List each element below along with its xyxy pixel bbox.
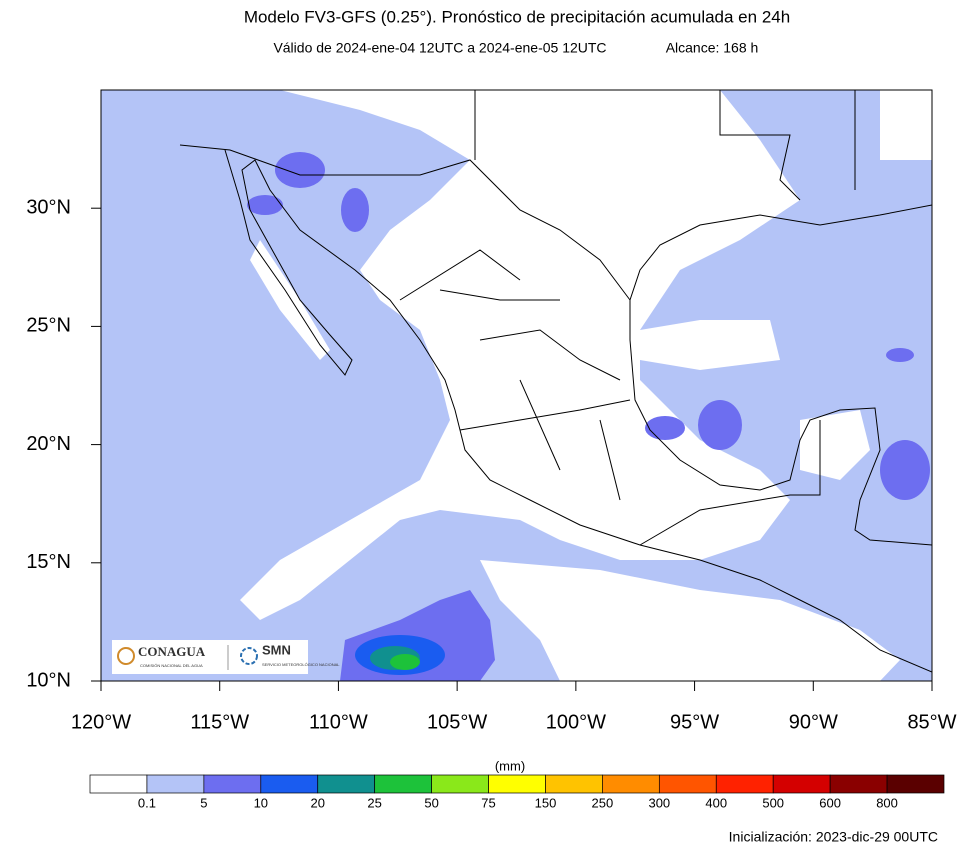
dry-gulf: [640, 320, 780, 370]
x-tick-label: 100°W: [546, 711, 606, 733]
dry-yucatan: [800, 410, 870, 480]
colorbar-box: [602, 774, 660, 794]
y-tick-label: 20°N: [26, 433, 71, 455]
colorbar-box: [658, 774, 717, 794]
colorbar-label: 500: [762, 795, 784, 810]
x-tick-label: 120°W: [71, 711, 131, 733]
colorbar-box: [260, 774, 319, 794]
precip-patch: [390, 654, 420, 670]
colorbar-box: [488, 774, 546, 794]
colorbar-label: 400: [705, 795, 727, 810]
precip-patch: [275, 152, 325, 188]
y-tick-label: 15°N: [26, 551, 71, 573]
map-field: [101, 90, 932, 681]
border: [474, 90, 856, 546]
title: Modelo FV3-GFS (0.25°). Pronóstico de pr…: [244, 7, 790, 26]
precip-patch: [886, 348, 914, 362]
subtitle-lead: Alcance: 168 h: [666, 40, 759, 56]
map-frame: [100, 89, 933, 682]
colorbar-box: [829, 774, 888, 794]
precip-patch: [880, 440, 930, 500]
dry-us: [880, 90, 932, 160]
smn-sub: SERVICIO METEOROLÓGICO NACIONAL: [262, 662, 340, 667]
x-tick-label: 90°W: [789, 711, 838, 733]
colorbar-box: [89, 774, 148, 794]
precip-patch: [645, 416, 685, 440]
colorbar-box: [545, 774, 603, 794]
colorbar-label: 25: [367, 795, 381, 810]
conagua-icon: [117, 647, 135, 665]
y-tick-label: 25°N: [26, 315, 71, 337]
state-line: [399, 249, 631, 501]
colorbar-box: [317, 774, 376, 794]
colorbar-box: [715, 774, 774, 794]
precip-patch: [247, 195, 283, 215]
y-tick-label: 30°N: [26, 196, 71, 218]
colorbar-label: 10: [254, 795, 268, 810]
x-tick-label: 105°W: [427, 711, 487, 733]
border: [179, 144, 631, 301]
colorbar-label: 50: [424, 795, 438, 810]
colorbar-label: 300: [648, 795, 670, 810]
logo-box: CONAGUA COMISIÓN NACIONAL DEL AGUA SMN S…: [112, 640, 340, 674]
x-tick-label: 115°W: [190, 711, 249, 733]
colorbar-box: [146, 774, 205, 794]
conagua-logo: CONAGUA: [138, 644, 206, 659]
colorbar-box: [772, 774, 831, 794]
colorbar-box: [886, 774, 945, 794]
x-tick-label: 110°W: [309, 711, 368, 733]
smn-icon: [240, 647, 258, 665]
smn-logo: SMN: [262, 642, 291, 657]
precip-patch: [341, 188, 369, 232]
colorbar-label: 75: [481, 795, 495, 810]
coastline: [629, 204, 932, 546]
coastline: [224, 149, 932, 673]
colorbar-box: [374, 774, 432, 794]
colorbar-label: 150: [535, 795, 557, 810]
precip-patch: [698, 400, 742, 450]
logo-background: [112, 640, 308, 674]
init-time: Inicialización: 2023-dic-29 00UTC: [729, 829, 938, 845]
subtitle-valid: Válido de 2024-ene-04 12UTC a 2024-ene-0…: [273, 40, 606, 56]
colorbar-label: 0.1: [138, 795, 156, 810]
colorbar-label: 800: [876, 795, 898, 810]
colorbar-unit: (mm): [495, 758, 525, 773]
conagua-sub: COMISIÓN NACIONAL DEL AGUA: [140, 663, 203, 668]
y-tick-label: 10°N: [26, 669, 71, 691]
colorbar-box: [431, 774, 489, 794]
x-tick-label: 95°W: [670, 711, 719, 733]
x-tick-label: 85°W: [907, 711, 956, 733]
colorbar-label: 250: [592, 795, 614, 810]
colorbar-label: 20: [310, 795, 324, 810]
dry-ocean: [480, 560, 900, 681]
colorbar-box: [203, 774, 262, 794]
colorbar-label: 600: [819, 795, 841, 810]
dry-land: [240, 90, 800, 620]
colorbar-label: 5: [200, 795, 207, 810]
